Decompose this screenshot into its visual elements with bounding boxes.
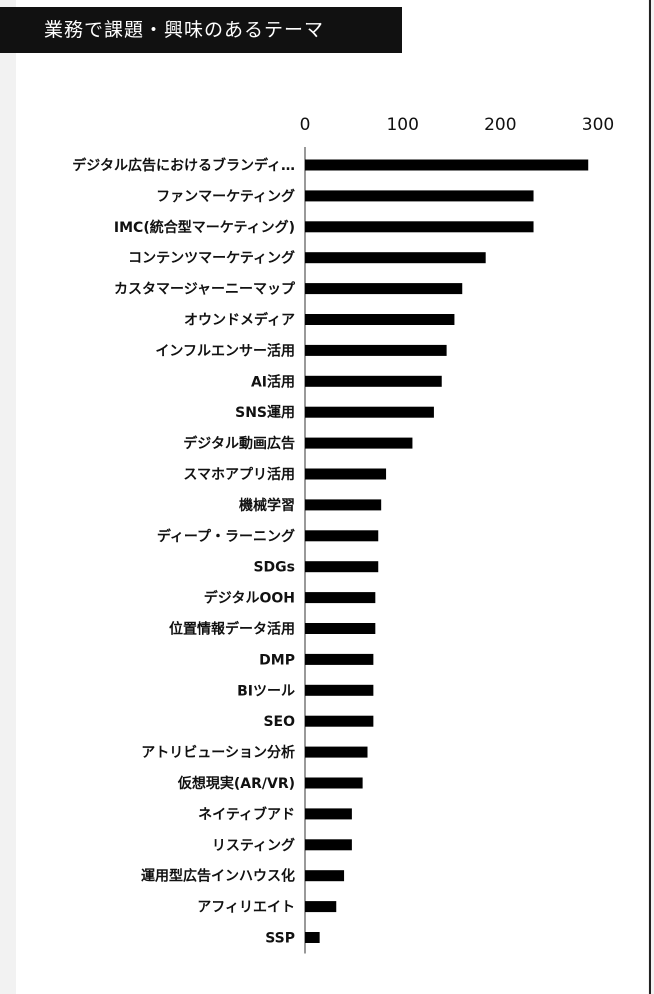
- category-label: AI活用: [251, 373, 295, 390]
- bar: [305, 437, 413, 449]
- category-label: 位置情報データ活用: [169, 621, 295, 638]
- category-label: 運用型広告インハウス化: [141, 868, 295, 885]
- category-label: オウンドメディア: [184, 312, 295, 329]
- bar: [305, 499, 382, 511]
- bar: [305, 653, 374, 665]
- category-label: デジタル動画広告: [183, 435, 295, 452]
- category-label: SNS運用: [235, 405, 295, 421]
- bar: [305, 406, 434, 418]
- bars: [305, 159, 589, 943]
- x-tick-label: 0: [300, 115, 311, 135]
- x-tick-label: 200: [484, 115, 516, 135]
- x-tick-label: 300: [582, 115, 614, 135]
- bar: [305, 870, 345, 882]
- x-tick-label: 100: [386, 115, 418, 135]
- category-label: ネイティブアド: [198, 806, 295, 823]
- category-label: コンテンツマーケティング: [128, 250, 295, 267]
- category-label: BIツール: [237, 683, 295, 699]
- bar: [305, 283, 463, 295]
- bar: [305, 623, 376, 634]
- category-label: SEO: [263, 714, 295, 730]
- category-label: SDGs: [253, 560, 295, 576]
- bar: [305, 901, 337, 913]
- bar: [305, 808, 352, 820]
- category-label: アトリビューション分析: [141, 744, 295, 761]
- bar: [305, 561, 379, 573]
- bar: [305, 344, 447, 356]
- category-label: リスティング: [212, 837, 295, 854]
- bar: [305, 839, 352, 851]
- category-label: SSP: [265, 931, 295, 947]
- bar: [305, 314, 455, 325]
- bar: [305, 684, 374, 696]
- bar: [305, 221, 534, 233]
- bar: [305, 715, 374, 727]
- category-label: アフィリエイト: [197, 900, 295, 916]
- bar: [305, 530, 379, 542]
- bar: [305, 777, 363, 789]
- bar: [305, 468, 387, 480]
- bar: [305, 592, 376, 604]
- bar: [305, 932, 320, 943]
- category-label: ファンマーケティング: [156, 188, 295, 205]
- category-label: 機械学習: [239, 497, 295, 514]
- bar: [305, 159, 589, 171]
- bar: [305, 375, 442, 387]
- bar: [305, 252, 486, 264]
- category-label: スマホアプリ活用: [183, 466, 295, 483]
- x-axis-ticks: 0 100 200 300: [300, 115, 615, 135]
- category-label: カスタマージャーニーマップ: [114, 282, 296, 298]
- category-label: IMC(統合型マーケティング): [114, 219, 295, 236]
- category-label: ディープ・ラーニング: [157, 528, 295, 545]
- category-label: DMP: [259, 652, 295, 668]
- chart-title: 業務で課題・興味のあるテーマ: [0, 7, 402, 53]
- panel-border: [649, 0, 651, 994]
- bar: [305, 746, 368, 758]
- category-label: デジタル広告におけるブランディ…: [72, 157, 295, 174]
- category-label: デジタルOOH: [204, 590, 295, 607]
- category-labels: デジタル広告におけるブランディ… ファンマーケティング IMC(統合型マーケティング…: [72, 157, 296, 947]
- category-label: インフルエンサー活用: [155, 342, 295, 359]
- bar: [305, 190, 534, 202]
- category-label: 仮想現実(AR/VR): [177, 775, 295, 792]
